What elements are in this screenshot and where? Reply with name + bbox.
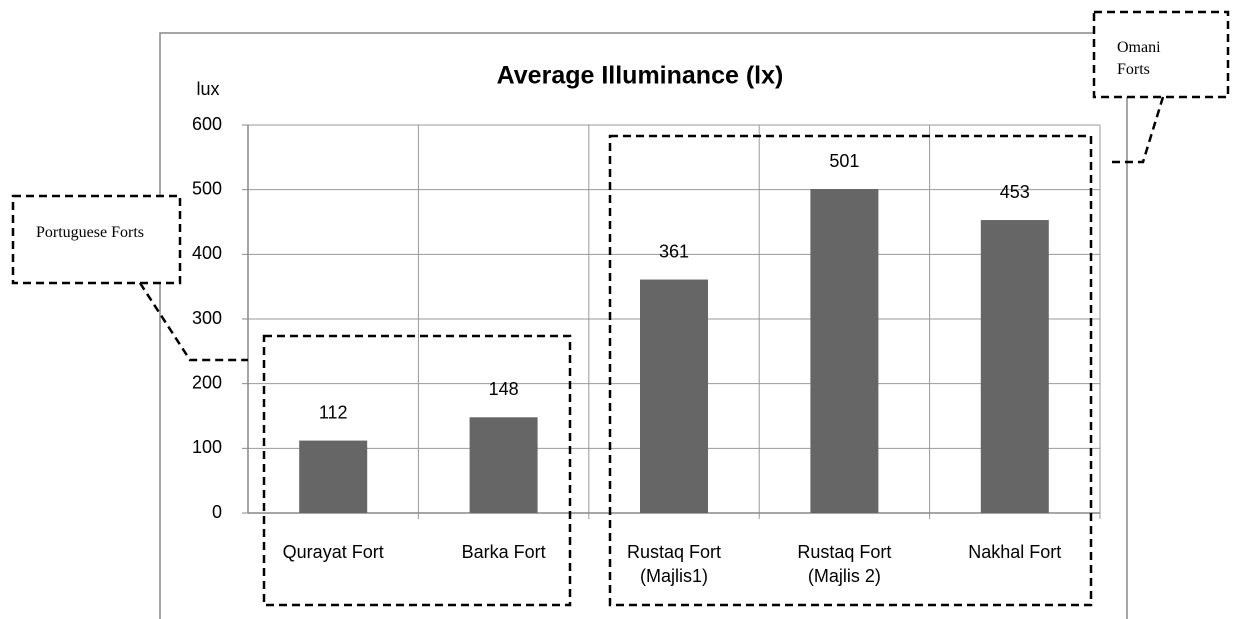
annotation: Portuguese Forts bbox=[36, 224, 144, 241]
x-tick-label: Rustaq Fort (Majlis1) bbox=[626, 542, 722, 586]
group-box bbox=[262, 334, 572, 607]
chart-frame bbox=[159, 32, 1128, 619]
y-tick-label: 200 bbox=[192, 372, 222, 392]
connector bbox=[1108, 96, 1165, 164]
bar bbox=[469, 417, 538, 513]
y-tick-label: 100 bbox=[192, 437, 222, 457]
y-tick-label: 600 bbox=[192, 114, 222, 134]
data-label: 361 bbox=[659, 241, 689, 261]
bar bbox=[640, 279, 708, 513]
data-label: 453 bbox=[1000, 182, 1030, 202]
y-tick-label: 500 bbox=[192, 178, 222, 198]
data-label: 148 bbox=[489, 379, 519, 399]
annotation-box bbox=[11, 194, 182, 285]
y-axis-label: lux bbox=[196, 79, 219, 99]
annotation-box bbox=[1092, 10, 1230, 99]
data-label: 112 bbox=[319, 402, 348, 422]
x-tick-label: Qurayat Fort bbox=[282, 542, 384, 562]
bar bbox=[810, 189, 879, 513]
chart-title: Average Illuminance (lx) bbox=[497, 62, 784, 90]
y-tick-label: 0 bbox=[212, 502, 222, 522]
annotation: Omani Forts bbox=[1117, 39, 1161, 78]
y-tick-label: 400 bbox=[192, 243, 222, 263]
annotation-shapes bbox=[11, 10, 1230, 607]
x-tick-label: Rustaq Fort (Majlis 2) bbox=[797, 542, 892, 586]
connector bbox=[138, 282, 248, 362]
group-box bbox=[608, 134, 1093, 607]
bar bbox=[980, 220, 1049, 513]
x-tick-label: Nakhal Fort bbox=[968, 542, 1062, 562]
x-tick-label: Barka Fort bbox=[461, 542, 546, 562]
y-tick-label: 300 bbox=[192, 308, 222, 328]
bar bbox=[299, 440, 368, 513]
data-label: 501 bbox=[829, 151, 859, 171]
